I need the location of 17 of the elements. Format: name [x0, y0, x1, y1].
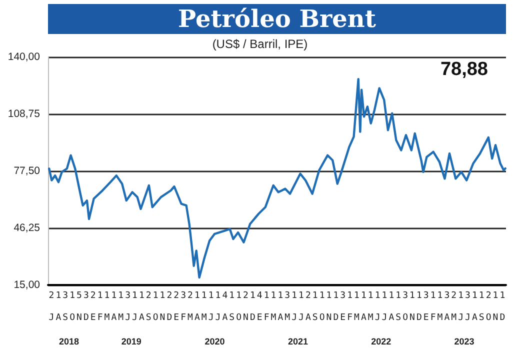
x-tick-label: 2023	[454, 336, 474, 346]
y-tick-label: 46,25	[14, 222, 40, 234]
y-tick-label: 140,00	[8, 51, 40, 63]
x-tick-label: 2021	[288, 336, 308, 346]
y-tick-label: 15,00	[14, 279, 40, 291]
x-tick-label: 2020	[204, 336, 225, 346]
line-series	[48, 78, 506, 279]
x-tick-label: 2018	[58, 336, 79, 346]
chart-subtitle: (US$ / Barril, IPE)	[211, 37, 309, 51]
chart-title: Petróleo Brent	[48, 4, 506, 34]
x-tick-label: 2022	[371, 336, 392, 346]
y-tick-label: 108,75	[8, 108, 40, 120]
annotation: 78,88	[440, 59, 488, 80]
text: 213153211113112112232111141121411131121111311111111311311321311211	[48, 291, 507, 301]
x-tick-label: 2019	[121, 336, 142, 346]
y-tick-label: 77,50	[14, 165, 40, 177]
text: JASONDEFMAMJJASONDEFMAMJJASONDEFMAMJJASONDEFMAMJJASONDEFMAMJJASOND	[48, 313, 507, 323]
